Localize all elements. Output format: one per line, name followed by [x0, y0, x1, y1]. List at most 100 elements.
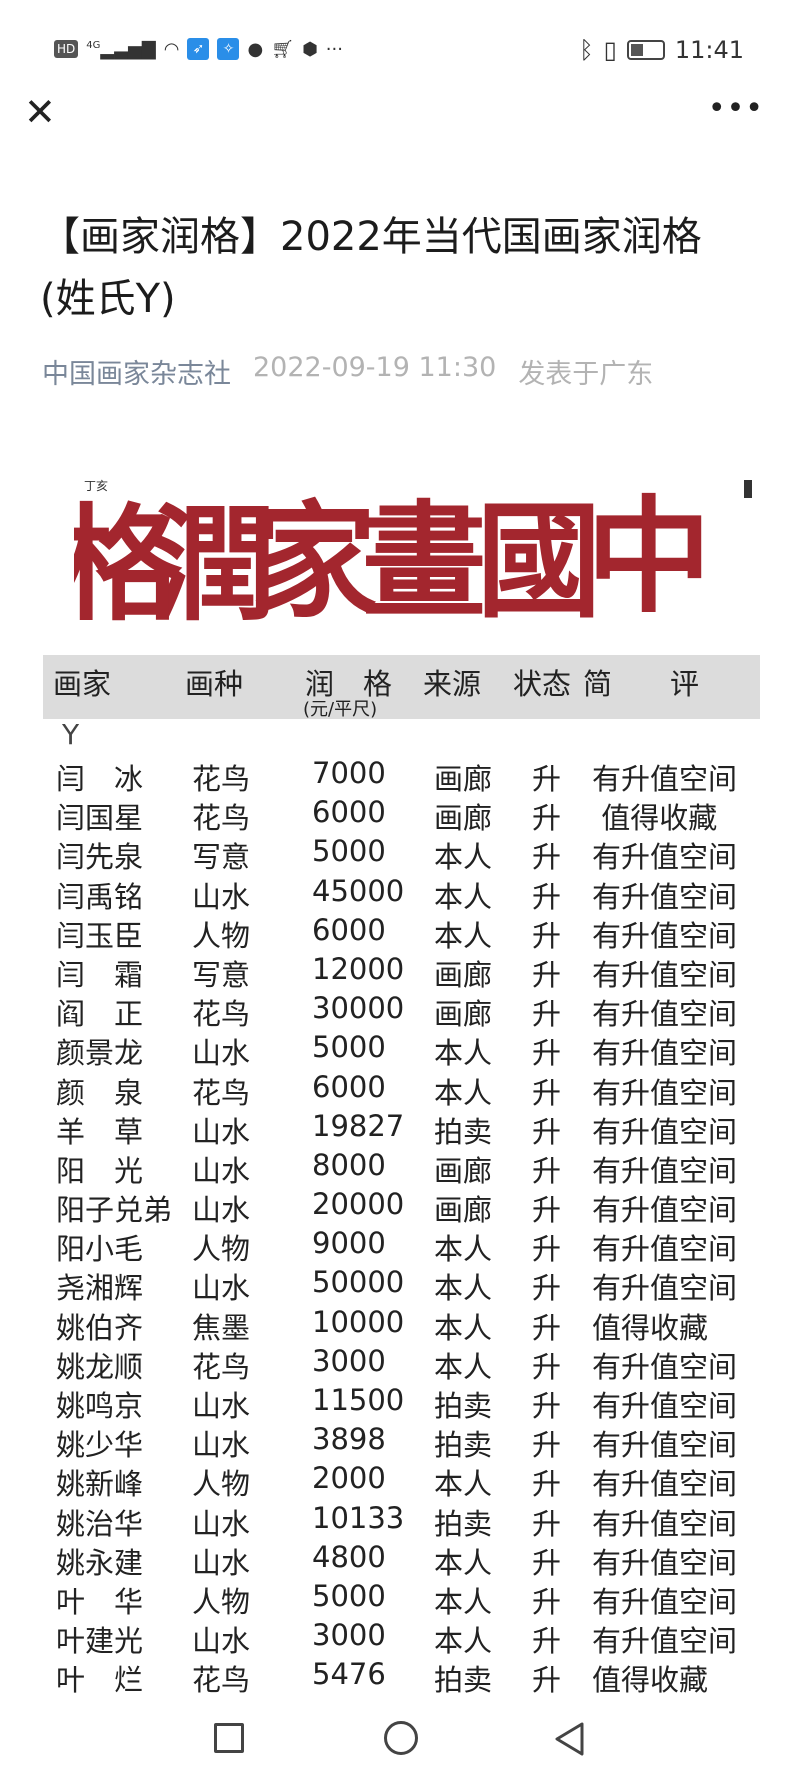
cell-painter: 闫国星 — [56, 801, 144, 836]
cell-price: 6000 — [312, 795, 386, 830]
app-icon: ✧ — [217, 38, 240, 60]
cell-source: 画廊 — [434, 801, 493, 836]
table-row: 姚龙顺 花鸟 3000 本人 升有升值空间 — [0, 1343, 800, 1384]
cell-source: 本人 — [434, 1467, 493, 1502]
wifi-icon: ◠ — [163, 38, 180, 60]
cell-comment: 值得收藏 — [592, 1310, 709, 1345]
close-icon[interactable]: ✕ — [24, 90, 56, 134]
more-icon[interactable]: ••• — [707, 91, 764, 126]
cell-source: 画廊 — [434, 1153, 493, 1188]
cell-price: 3898 — [312, 1422, 386, 1457]
cell-price: 5476 — [312, 1657, 386, 1692]
table-row: 姚鸣京 山水 11500 拍卖 升有升值空间 — [0, 1383, 800, 1423]
cell-comment: 有升值空间 — [592, 1467, 738, 1502]
cell-genre: 山水 — [192, 1545, 251, 1580]
cell-genre: 山水 — [192, 1114, 251, 1149]
table-row: 姚新峰 人物 2000 本人 升有升值空间 — [0, 1461, 800, 1502]
table-header: 画家 画种 润 格 (元/平尺) 来源 状态 简 评 — [43, 655, 760, 720]
header-painter: 画家 — [53, 667, 112, 701]
cell-painter: 闫 冰 — [56, 762, 144, 796]
cell-comment: 有升值空间 — [592, 1193, 738, 1228]
cell-comment: 值得收藏 — [592, 1663, 709, 1698]
shield-icon: ⬢ — [302, 38, 318, 60]
table-row: 颜景龙 山水 5000 本人 升有升值空间 — [0, 1030, 800, 1071]
cell-source: 画廊 — [434, 762, 493, 796]
cell-genre: 山水 — [192, 1036, 251, 1071]
cell-genre: 花鸟 — [192, 997, 251, 1032]
table-body: 闫 冰花鸟 7000 画廊升有升值空间 闫国星 花鸟 6000 画廊升 值得收藏 闫先泉 写意 5… — [0, 756, 800, 1697]
cell-price: 4800 — [312, 1539, 386, 1574]
recent-apps-button[interactable] — [214, 1723, 244, 1753]
battery-icon — [626, 40, 665, 60]
cell-source: 本人 — [434, 1232, 493, 1267]
table-row: 姚伯齐 焦墨 10000 本人 升值得收藏 — [0, 1305, 800, 1345]
table-row: 颜 泉 花鸟 6000 本人 升有升值空间 — [0, 1069, 800, 1110]
cell-status: 升 — [532, 879, 562, 914]
table-row: 姚永建 山水 4800 本人 升有升值空间 — [0, 1539, 800, 1580]
cell-painter: 姚鸣京 — [56, 1389, 144, 1423]
cell-comment: 有升值空间 — [592, 1506, 738, 1541]
svg-text:格: 格 — [74, 492, 183, 638]
cell-painter: 叶建光 — [56, 1624, 144, 1659]
publish-date: 2022-09-19 11:30 — [253, 352, 497, 383]
table-row: 闫 冰 花鸟 7000 画廊 升有升值空间 — [0, 756, 800, 796]
table-row: 姚少华 山水 3898 拍卖 升有升值空间 — [0, 1422, 800, 1463]
cell-genre: 写意 — [192, 840, 251, 875]
cell-status: 升 — [532, 918, 562, 953]
cell-source: 本人 — [434, 1036, 493, 1071]
cell-source: 本人 — [434, 1545, 493, 1580]
table-row: 叶 烂 花鸟 5476 拍卖 升值得收藏 — [0, 1657, 800, 1698]
group-letter: Y — [62, 718, 80, 751]
table-row: 叶建光 山水 3000 本人 升有升值空间 — [0, 1618, 800, 1659]
cell-price: 10133 — [312, 1500, 405, 1535]
cell-source: 拍卖 — [434, 1389, 493, 1423]
table-row: 闫玉臣 人物 6000 本人 升有升值空间 — [0, 912, 800, 953]
author-link[interactable]: 中国画家杂志社 — [42, 359, 231, 390]
app-icon: ➶ — [187, 38, 210, 60]
cell-status: 升 — [532, 1584, 562, 1619]
home-button[interactable] — [384, 1721, 418, 1755]
cell-genre: 花鸟 — [192, 1663, 251, 1698]
cell-status: 升 — [532, 801, 562, 836]
publish-location: 发表于广东 — [518, 359, 654, 390]
table-row: 叶 华 人物 5000 本人 升有升值空间 — [0, 1579, 800, 1619]
cell-painter: 闫禹铭 — [56, 879, 144, 914]
cell-comment: 有升值空间 — [592, 1232, 738, 1267]
cell-genre: 山水 — [192, 1624, 251, 1659]
cell-comment: 有升值空间 — [592, 1584, 738, 1619]
cell-status: 升 — [532, 1467, 562, 1502]
cell-price: 3000 — [312, 1343, 386, 1378]
cell-price: 6000 — [312, 912, 386, 947]
cell-status: 升 — [532, 997, 562, 1032]
cell-source: 本人 — [434, 1271, 493, 1306]
cell-price: 19827 — [312, 1108, 405, 1143]
clock: 11:41 — [674, 36, 744, 64]
table-row: 闫 霜 写意 12000 画廊 升有升值空间 — [0, 952, 800, 992]
cell-genre: 写意 — [192, 957, 251, 992]
cell-comment: 有升值空间 — [592, 1389, 738, 1423]
cell-painter: 姚少华 — [56, 1428, 144, 1463]
banner-seal-image: 中 國 畫 家 潤 格 丁亥 — [57, 470, 764, 640]
cell-status: 升 — [532, 1232, 562, 1267]
cell-genre: 山水 — [192, 1506, 251, 1541]
cell-genre: 山水 — [192, 1428, 251, 1463]
cell-genre: 人物 — [192, 1232, 251, 1267]
table-row: 阳小毛 人物 9000 本人 升有升值空间 — [0, 1226, 800, 1267]
cell-price: 6000 — [312, 1069, 386, 1104]
cell-genre: 花鸟 — [192, 762, 251, 796]
cell-status: 升 — [532, 1349, 562, 1384]
cell-comment: 有升值空间 — [592, 1075, 738, 1110]
back-button[interactable] — [552, 1721, 586, 1757]
system-nav-bar — [0, 1715, 800, 1765]
svg-text:國: 國 — [477, 489, 602, 635]
cell-painter: 颜景龙 — [56, 1036, 144, 1071]
table-row: 阎 正 花鸟 30000 画廊 升有升值空间 — [0, 991, 800, 1032]
cell-source: 本人 — [434, 1310, 493, 1345]
cell-price: 5000 — [312, 834, 386, 869]
cell-status: 升 — [532, 1663, 562, 1698]
signal-icon: 4G▂▃▅▇ — [86, 38, 156, 60]
cell-price: 9000 — [312, 1226, 386, 1261]
bluetooth-icon: ᛒ — [579, 36, 594, 64]
cell-genre: 山水 — [192, 1389, 251, 1423]
cell-source: 本人 — [434, 879, 493, 914]
